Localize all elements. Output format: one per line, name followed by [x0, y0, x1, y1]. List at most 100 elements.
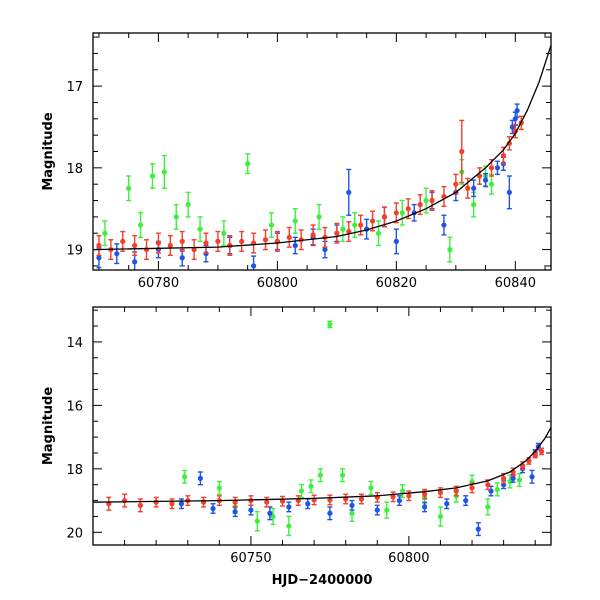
data-point — [317, 472, 324, 478]
data-point — [471, 185, 477, 191]
data-point — [167, 242, 173, 249]
data-point — [179, 255, 185, 261]
data-point — [169, 501, 175, 507]
data-point — [102, 230, 108, 236]
y-tick-label: 18 — [66, 162, 83, 177]
data-point — [179, 238, 185, 244]
data-point — [514, 108, 520, 114]
data-point — [463, 497, 469, 504]
data-point — [358, 496, 365, 502]
data-point — [155, 240, 162, 246]
data-point — [114, 251, 120, 257]
data-point — [248, 507, 254, 513]
data-point — [538, 448, 545, 454]
data-point — [349, 510, 355, 516]
data-point — [393, 238, 399, 244]
plot-frame — [92, 306, 552, 546]
series-red — [106, 447, 545, 513]
data-point — [292, 218, 298, 224]
data-point — [216, 485, 222, 491]
data-point — [453, 181, 459, 187]
data-point — [516, 477, 523, 483]
series-red — [96, 115, 524, 261]
data-point — [173, 214, 179, 220]
data-point — [316, 214, 322, 220]
data-point — [422, 504, 428, 510]
data-point — [308, 483, 314, 489]
data-point — [346, 189, 352, 195]
data-point — [197, 475, 203, 481]
x-tick-label: 60840 — [495, 276, 536, 291]
data-point — [286, 234, 292, 240]
plot-frame — [92, 32, 552, 271]
data-point — [185, 202, 191, 208]
x-tick-label: 60800 — [257, 276, 298, 291]
data-point — [358, 222, 364, 228]
data-point — [262, 237, 269, 243]
data-point — [227, 242, 233, 249]
data-point — [447, 246, 453, 253]
data-point — [339, 472, 346, 478]
data-point — [298, 488, 305, 494]
data-point — [422, 491, 428, 497]
y-tick-label: 14 — [66, 336, 83, 351]
data-point — [264, 499, 270, 505]
data-point — [96, 242, 102, 249]
data-point — [423, 197, 429, 204]
data-point — [374, 507, 380, 513]
y-axis-label: Magnitude — [41, 112, 56, 191]
data-point — [399, 488, 406, 494]
data-point — [327, 510, 333, 516]
data-point — [390, 494, 396, 500]
data-point — [384, 507, 390, 513]
data-point — [268, 222, 275, 228]
data-point — [501, 475, 507, 481]
data-point — [191, 246, 197, 253]
data-point — [429, 197, 435, 204]
model-curve — [93, 45, 551, 251]
data-point — [305, 501, 311, 507]
data-point — [322, 246, 328, 253]
data-point — [469, 485, 475, 491]
x-tick-label: 60750 — [230, 551, 271, 566]
data-point — [346, 228, 352, 235]
data-point — [506, 140, 512, 146]
data-point — [132, 242, 138, 249]
data-point — [529, 474, 535, 480]
data-point — [248, 497, 254, 504]
data-point — [245, 161, 251, 167]
data-point — [143, 246, 150, 253]
data-point — [471, 202, 477, 208]
data-point — [210, 505, 216, 512]
data-point — [396, 497, 402, 504]
x-tick-label: 60800 — [388, 551, 429, 566]
data-point — [221, 230, 227, 236]
data-point — [485, 482, 491, 488]
data-point — [475, 526, 481, 532]
data-point — [340, 226, 346, 232]
data-point — [334, 230, 340, 236]
data-point — [381, 214, 388, 220]
data-point — [182, 474, 188, 480]
data-point — [488, 165, 495, 171]
data-point — [96, 255, 102, 261]
data-point — [494, 165, 501, 171]
data-point — [279, 498, 286, 504]
data-point — [494, 486, 500, 493]
data-point — [137, 222, 144, 228]
data-point — [453, 488, 459, 494]
data-point — [327, 497, 333, 503]
data-point — [506, 189, 512, 195]
plot-area — [93, 320, 551, 537]
data-point — [444, 501, 450, 507]
x-axis-label: HJD−2400000 — [272, 573, 373, 588]
data-point — [488, 181, 495, 187]
y-tick-label: 16 — [66, 399, 83, 414]
data-point — [286, 504, 292, 510]
data-point — [477, 173, 483, 179]
y-tick-label: 19 — [66, 244, 83, 259]
data-point — [406, 493, 412, 499]
data-point — [349, 502, 355, 508]
data-point — [310, 232, 316, 238]
